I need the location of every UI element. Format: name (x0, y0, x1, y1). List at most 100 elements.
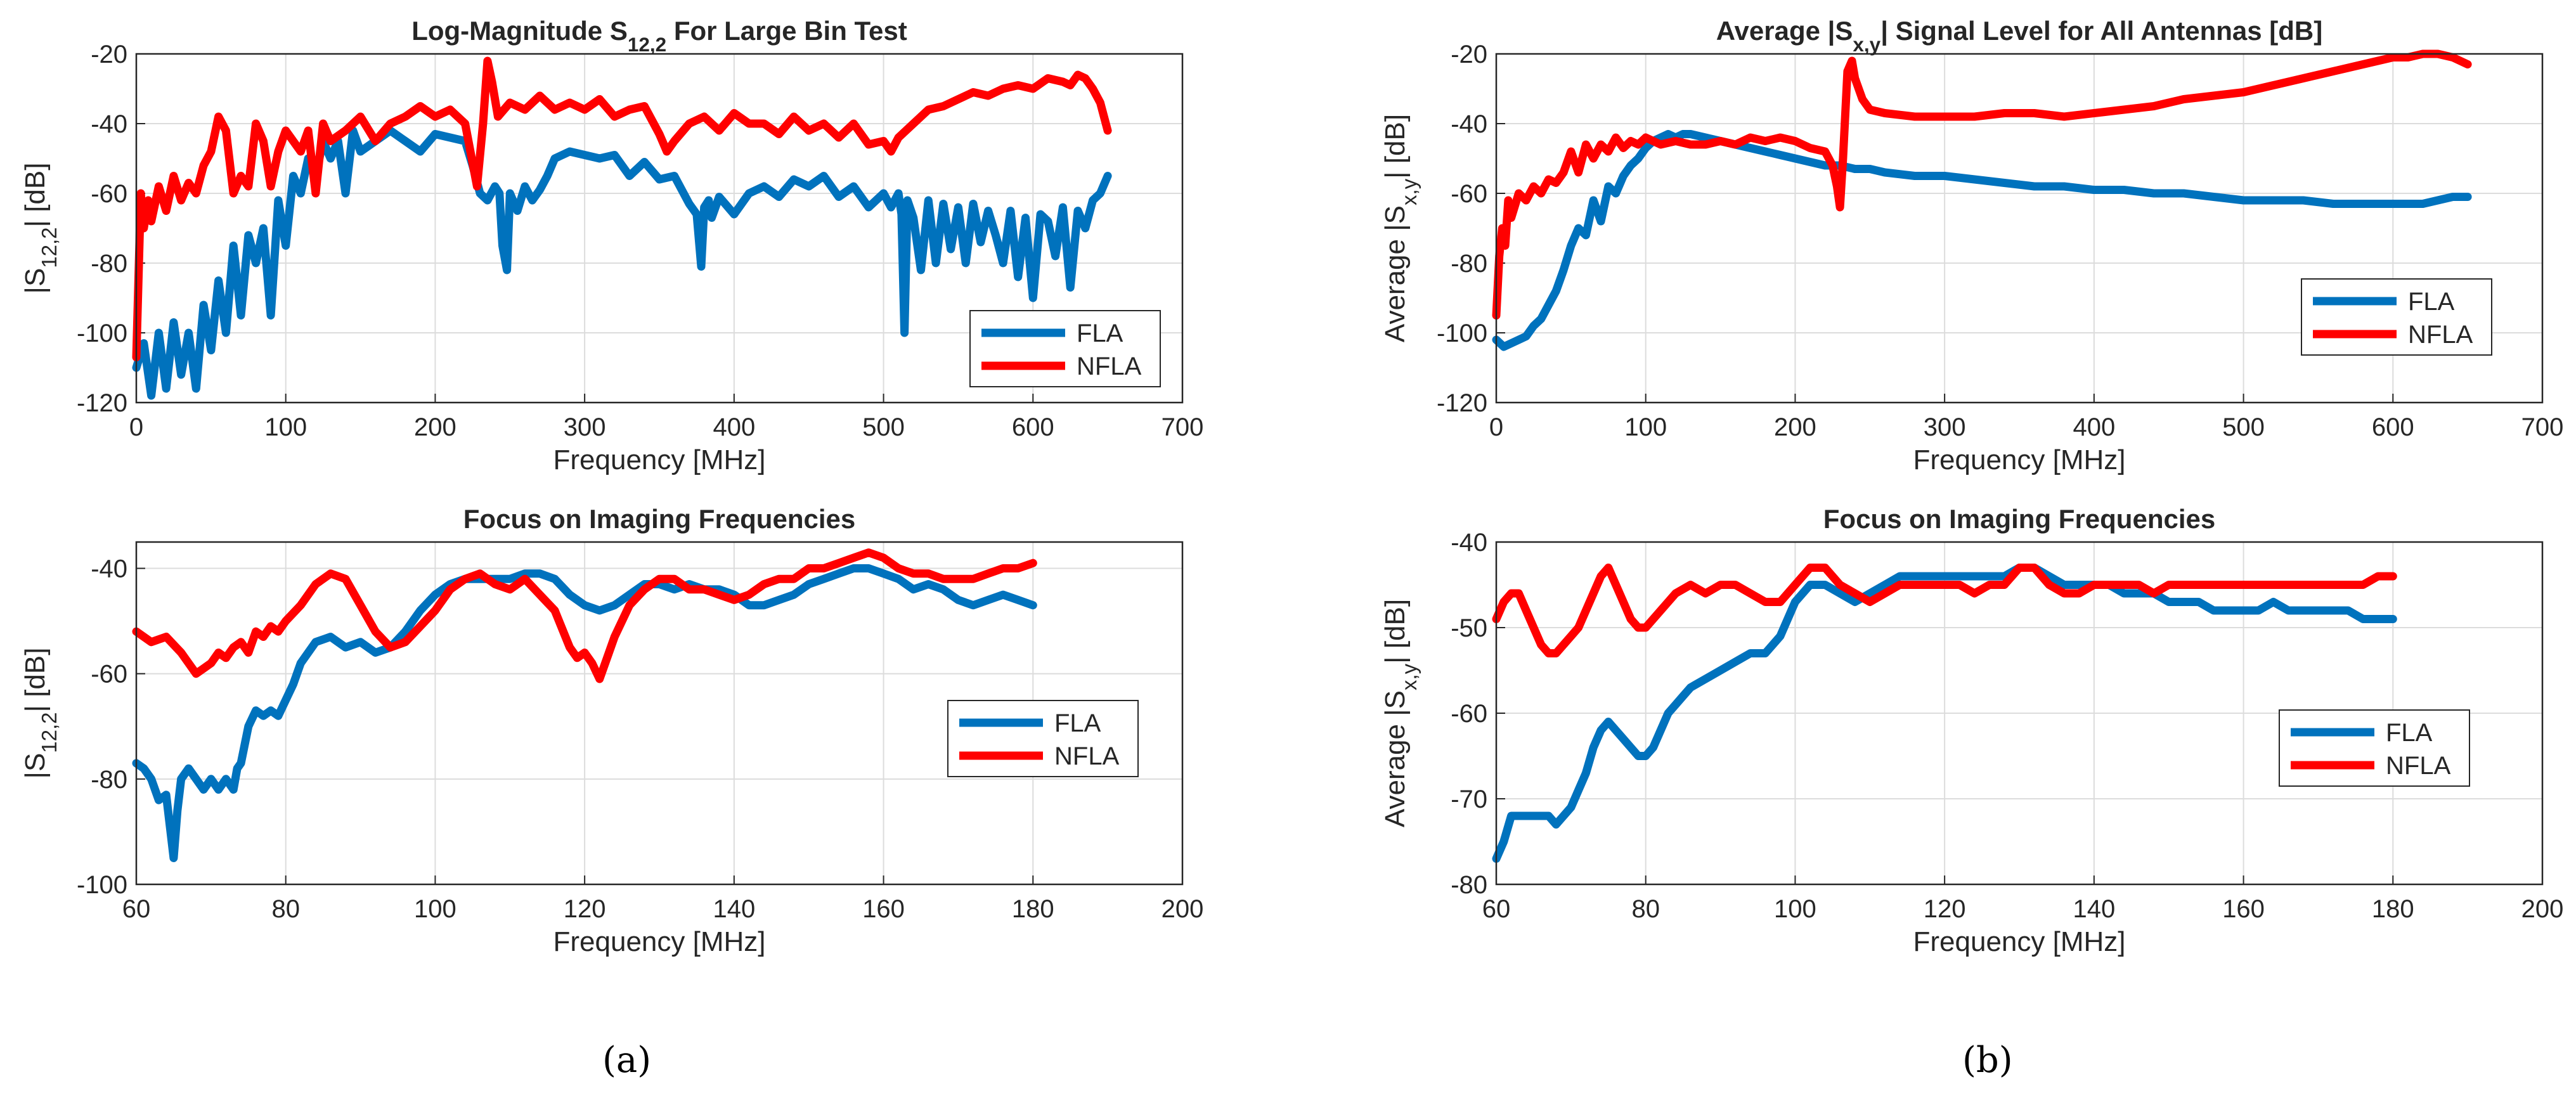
x-tick-label: 140 (713, 895, 755, 923)
x-tick-label: 60 (122, 895, 151, 923)
chart-a-top: 0 100 200 300 400 500 600 700 -120 -100 -80 -60 -40 -… (20, 16, 1203, 475)
x-tick-label: 180 (1012, 895, 1054, 923)
legend-label-fla: FLA (1077, 320, 1123, 347)
y-tick-label: -60 (91, 180, 127, 208)
x-tick-label: 60 (1482, 895, 1511, 923)
y-axis-label: Average |Sx,y| [dB] (1380, 599, 1421, 827)
x-tick-label: 200 (1774, 413, 1816, 441)
x-tick-label: 140 (2073, 895, 2115, 923)
legend-label-fla: FLA (2386, 719, 2433, 747)
series-line-fla (1492, 564, 2397, 863)
legend: FLA NFLA (2279, 709, 2470, 787)
x-tick-label: 100 (1774, 895, 1816, 923)
x-tick-label: 300 (1924, 413, 1966, 441)
x-tick-label: 80 (271, 895, 300, 923)
series-line-nfla (1492, 49, 2472, 320)
chart-title: Focus on Imaging Frequencies (1823, 504, 2215, 534)
legend: FLA NFLA (969, 310, 1161, 387)
legend-label-nfla: NFLA (1054, 742, 1120, 770)
chart-title: Log-Magnitude S12,2 For Large Bin Test (411, 16, 907, 56)
legend-label-nfla: NFLA (2408, 321, 2473, 349)
legend-label-fla: FLA (2408, 288, 2455, 316)
legend: FLA NFLA (2301, 278, 2492, 356)
x-axis-label: Frequency [MHz] (1913, 926, 2126, 957)
x-tick-label: 300 (564, 413, 606, 441)
x-tick-label: 100 (414, 895, 456, 923)
x-tick-label: 700 (2521, 413, 2564, 441)
x-tick-label: 200 (1162, 895, 1204, 923)
x-tick-label: 600 (1012, 413, 1054, 441)
y-tick-label: -50 (1451, 614, 1487, 642)
legend: FLA NFLA (947, 700, 1139, 777)
y-tick-label: -120 (77, 389, 127, 417)
x-axis-label: Frequency [MHz] (553, 444, 766, 475)
chart-b-top: 0 100 200 300 400 500 600 700 -120 -100 -80 -60 -40 -… (1380, 16, 2563, 475)
y-tick-label: -80 (1451, 250, 1487, 278)
panel-label-a: (a) (602, 1040, 652, 1081)
x-tick-label: 200 (2521, 895, 2564, 923)
y-tick-label: -100 (1437, 320, 1487, 347)
y-tick-label: -40 (91, 110, 127, 138)
x-tick-label: 200 (414, 413, 456, 441)
x-tick-label: 0 (1489, 413, 1503, 441)
series-line-nfla (1492, 564, 2397, 657)
y-tick-label: -80 (91, 766, 127, 794)
x-tick-label: 80 (1631, 895, 1660, 923)
y-tick-label: -60 (1451, 700, 1487, 728)
x-axis-label: Frequency [MHz] (553, 926, 766, 957)
x-tick-label: 500 (2222, 413, 2265, 441)
x-tick-label: 120 (564, 895, 606, 923)
chart-a-bottom: 60 80 100 120 140 160 180 200 -100 -80 -60 -40 Focus… (20, 504, 1203, 957)
legend-box (947, 700, 1139, 777)
legend-box (969, 310, 1161, 387)
y-tick-label: -100 (77, 871, 127, 899)
legend-label-nfla: NFLA (1077, 352, 1142, 380)
y-tick-label: -20 (91, 41, 127, 68)
x-tick-label: 600 (2372, 413, 2414, 441)
x-tick-label: 120 (1924, 895, 1966, 923)
y-axis-label: Average |Sx,y| [dB] (1380, 114, 1421, 342)
y-tick-label: -60 (91, 661, 127, 688)
legend-box (2301, 278, 2492, 356)
x-tick-label: 100 (1624, 413, 1667, 441)
y-axis-label: |S12,2| [dB] (20, 648, 61, 779)
x-tick-label: 0 (129, 413, 143, 441)
x-tick-label: 500 (862, 413, 905, 441)
series-line-fla (132, 126, 1112, 400)
series-line-nfla (132, 548, 1037, 683)
y-tick-label: -40 (1451, 529, 1487, 557)
x-tick-label: 700 (1162, 413, 1204, 441)
y-axis-label: |S12,2| [dB] (20, 163, 61, 294)
axes-frame (1495, 53, 2544, 404)
x-tick-label: 160 (2222, 895, 2265, 923)
axes-frame (135, 541, 1184, 886)
panel-label-b: (b) (1962, 1040, 2013, 1081)
x-tick-label: 100 (264, 413, 307, 441)
y-tick-label: -100 (77, 320, 127, 347)
x-tick-label: 160 (862, 895, 905, 923)
x-axis-label: Frequency [MHz] (1913, 444, 2126, 475)
y-tick-label: -80 (91, 250, 127, 278)
legend-box (2279, 709, 2470, 787)
x-tick-label: 400 (2073, 413, 2115, 441)
legend-label-fla: FLA (1054, 709, 1101, 737)
series-line-fla (1492, 130, 2472, 351)
chart-title: Focus on Imaging Frequencies (463, 504, 855, 534)
x-tick-label: 180 (2372, 895, 2414, 923)
y-tick-label: -60 (1451, 180, 1487, 208)
y-tick-label: -80 (1451, 871, 1487, 899)
axes-frame (135, 53, 1184, 404)
y-tick-label: -120 (1437, 389, 1487, 417)
y-tick-label: -40 (91, 555, 127, 583)
x-tick-label: 400 (713, 413, 755, 441)
legend-label-nfla: NFLA (2386, 752, 2451, 780)
y-tick-label: -40 (1451, 110, 1487, 138)
y-tick-label: -20 (1451, 41, 1487, 68)
chart-title: Average |Sx,y| Signal Level for All Ante… (1716, 16, 2322, 56)
axes-frame (1495, 541, 2544, 886)
chart-b-bottom: 60 80 100 120 140 160 180 200 -80 -70 -60 -50 -40 Foc… (1380, 504, 2563, 957)
y-tick-label: -70 (1451, 785, 1487, 813)
series-line-fla (132, 564, 1037, 862)
series-line-nfla (132, 56, 1112, 361)
